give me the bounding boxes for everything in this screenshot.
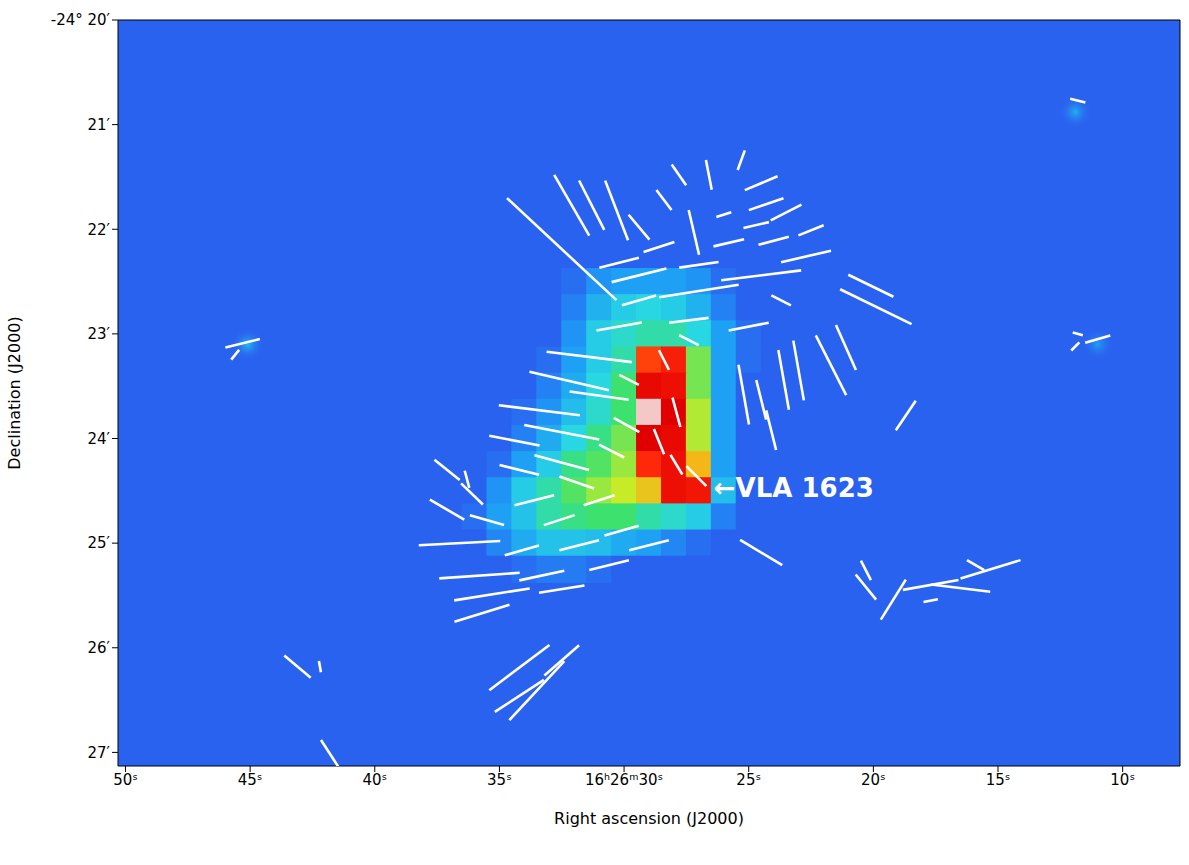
svg-text:25ˢ: 25ˢ	[736, 771, 761, 789]
svg-text:40ˢ: 40ˢ	[362, 771, 387, 789]
svg-text:Declination (J2000): Declination (J2000)	[5, 316, 24, 469]
svg-text:-24° 20′: -24° 20′	[51, 11, 111, 29]
svg-text:24′: 24′	[88, 430, 111, 448]
svg-text:22′: 22′	[88, 221, 111, 239]
svg-text:21′: 21′	[88, 116, 111, 134]
svg-text:20ˢ: 20ˢ	[861, 771, 886, 789]
svg-text:50ˢ: 50ˢ	[113, 771, 138, 789]
svg-text:15ˢ: 15ˢ	[986, 771, 1011, 789]
svg-text:10ˢ: 10ˢ	[1110, 771, 1135, 789]
svg-text:16ʰ26ᵐ30ˢ: 16ʰ26ᵐ30ˢ	[585, 771, 663, 789]
svg-text:23′: 23′	[88, 325, 111, 343]
svg-text:35ˢ: 35ˢ	[487, 771, 512, 789]
svg-text:45ˢ: 45ˢ	[238, 771, 263, 789]
svg-text:27′: 27′	[88, 744, 111, 762]
svg-text:Right ascension (J2000): Right ascension (J2000)	[554, 809, 744, 828]
svg-text:26′: 26′	[88, 639, 111, 657]
svg-text:25′: 25′	[88, 534, 111, 552]
svg-text:←VLA 1623: ←VLA 1623	[714, 473, 874, 503]
